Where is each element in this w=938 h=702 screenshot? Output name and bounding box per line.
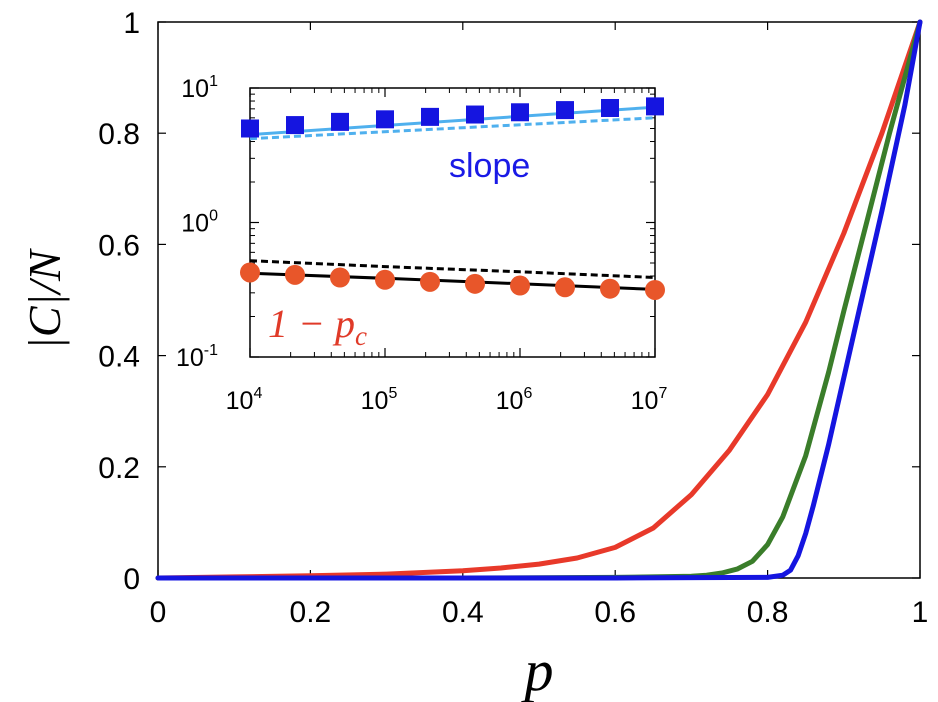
inset-square-marker <box>420 107 439 126</box>
inset-x-tick-label: 104 <box>226 385 263 415</box>
inset-y-tick-base: 10 <box>176 344 204 372</box>
inset-x-tick-base: 10 <box>496 387 524 415</box>
inset-x-tick-exponent: 7 <box>658 385 667 402</box>
inset-y-tick-exponent: 0 <box>209 208 218 225</box>
inset-fit-line-3 <box>249 116 656 141</box>
x-tick-label: 0.6 <box>594 596 636 629</box>
inset-circle-marker <box>510 275 530 296</box>
inset-y-tick-base: 10 <box>181 210 209 238</box>
inset-circle-marker <box>375 269 395 290</box>
pc-subscript: c <box>355 321 367 351</box>
inset-square-marker <box>285 116 304 135</box>
slope-annotation: slope <box>449 147 530 185</box>
inset-circle-marker <box>645 279 665 300</box>
inset-square-marker <box>511 103 529 122</box>
inset-x-tick-exponent: 5 <box>388 385 397 402</box>
inset-square-marker <box>556 101 574 120</box>
inset-square-marker <box>376 110 394 129</box>
one-minus-pc-annotation: 1 − pc <box>268 301 367 351</box>
inset-fit-line-5 <box>249 271 656 291</box>
inset-circle-marker <box>330 267 351 288</box>
inset-y-tick-label: 10-1 <box>176 342 218 372</box>
inset-fit-line-2 <box>249 105 656 137</box>
inset-y-tick-base: 10 <box>181 75 209 103</box>
inset-x-tick-exponent: 4 <box>253 385 262 402</box>
inset-y-tick-label: 100 <box>181 208 218 238</box>
x-tick-label: 0.2 <box>290 596 332 629</box>
inset-square-marker <box>601 99 619 118</box>
inset-y-tick-exponent: 1 <box>209 73 218 90</box>
inset-circle-marker <box>465 273 485 294</box>
inset-x-tick-base: 10 <box>361 387 389 415</box>
x-axis-label: p <box>521 638 554 702</box>
y-axis-label: |C|/N <box>19 248 70 350</box>
x-tick-label: 0 <box>150 596 167 629</box>
inset-x-tick-label: 107 <box>631 385 668 415</box>
x-tick-label: 0.4 <box>442 596 484 629</box>
inset-square-marker <box>646 97 664 116</box>
inset-x-tick-exponent: 6 <box>523 385 532 402</box>
y-tick-label: 0.4 <box>98 341 140 374</box>
inset-circle-marker <box>419 271 440 292</box>
inset-circle-marker <box>284 264 305 285</box>
y-tick-label: 0.2 <box>98 452 140 485</box>
inset-square-marker <box>466 105 484 124</box>
main-plot: 0 0.2 0.4 0.6 0.8 100.20.40.60.81p|C|/N <box>19 7 928 702</box>
curve-series-3 <box>155 19 923 581</box>
inset-x-tick-label: 106 <box>496 385 533 415</box>
curve-series-1 <box>155 19 923 581</box>
inset-x-tick-label: 105 <box>361 385 398 415</box>
inset-circle-marker <box>600 278 620 299</box>
inset-y-tick-exponent: -1 <box>204 342 218 359</box>
inset-square-marker <box>241 119 259 138</box>
inset-circle-marker <box>240 262 260 283</box>
y-tick-label: 0 <box>123 563 140 596</box>
inset-y-tick-label: 101 <box>181 73 218 103</box>
y-tick-label: 0.8 <box>98 118 140 151</box>
pc-base: 1 − p <box>268 301 355 346</box>
inset-circle-marker <box>555 277 575 298</box>
inset-x-tick-base: 10 <box>226 387 254 415</box>
inset-square-marker <box>331 112 350 131</box>
inset-fit-line-6 <box>249 259 656 279</box>
y-tick-label: 0.6 <box>98 229 140 262</box>
y-tick-label: 1 <box>123 7 140 40</box>
x-tick-label: 0.8 <box>747 596 789 629</box>
x-tick-label: 1 <box>912 596 929 629</box>
inset-x-tick-base: 10 <box>631 387 659 415</box>
